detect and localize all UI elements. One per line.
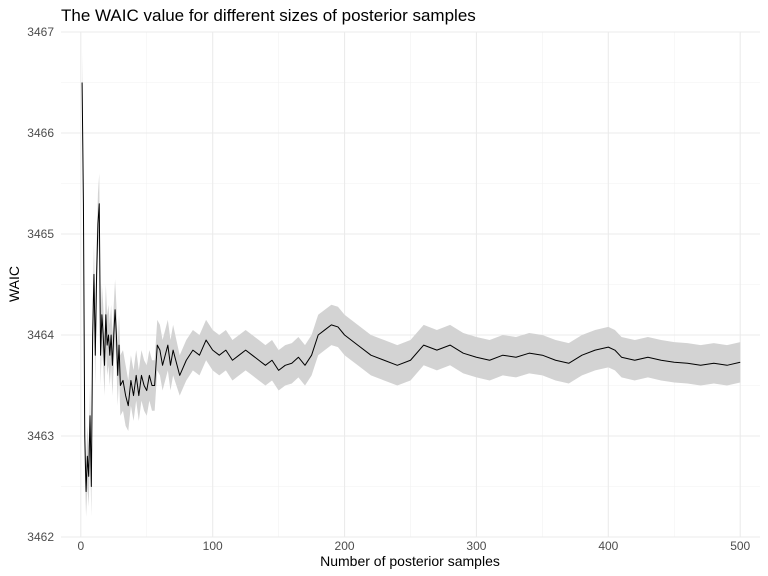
x-tick-label: 400 xyxy=(598,539,618,553)
waic-line-layer xyxy=(81,82,741,493)
waic-line xyxy=(81,82,741,493)
major-gridlines xyxy=(61,31,760,538)
y-tick-label: 3462 xyxy=(27,530,54,544)
x-axis-ticks: 0 100 200 300 400 500 xyxy=(77,539,750,553)
minor-gridlines xyxy=(61,32,760,537)
x-tick-label: 300 xyxy=(466,539,486,553)
y-axis-ticks: 3462 3463 3464 3465 3466 3467 xyxy=(27,25,54,544)
x-tick-label: 100 xyxy=(203,539,223,553)
y-axis-title: WAIC xyxy=(6,266,22,302)
x-tick-label: 500 xyxy=(730,539,750,553)
x-axis-title: Number of posterior samples xyxy=(320,553,500,569)
y-tick-label: 3464 xyxy=(27,328,54,342)
y-tick-label: 3465 xyxy=(27,227,54,241)
x-tick-label: 200 xyxy=(335,539,355,553)
y-tick-label: 3463 xyxy=(27,429,54,443)
y-tick-label: 3467 xyxy=(27,25,54,39)
chart-title: The WAIC value for different sizes of po… xyxy=(61,6,476,25)
y-tick-label: 3466 xyxy=(27,126,54,140)
x-tick-label: 0 xyxy=(77,539,84,553)
